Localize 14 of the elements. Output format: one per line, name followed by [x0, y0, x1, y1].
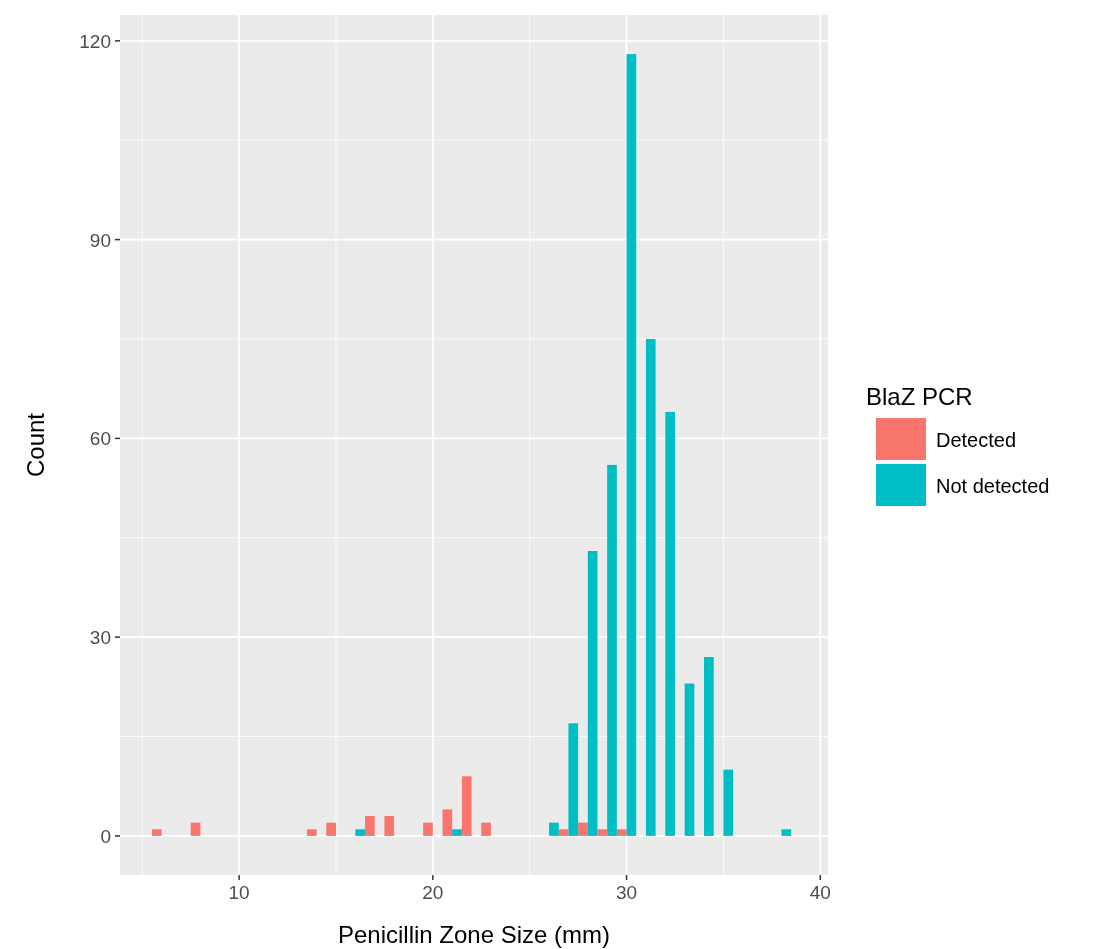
x-axis-title: Penicillin Zone Size (mm)	[337, 921, 611, 948]
y-tick-label: 90	[89, 229, 111, 251]
legend-label: Not detected	[936, 475, 1050, 497]
y-tick-label: 120	[79, 30, 111, 52]
y-tick-label: 0	[100, 825, 111, 847]
x-tick-label: 30	[615, 882, 638, 903]
legend-label: Detected	[936, 429, 1017, 451]
y-axis-title: Count	[22, 412, 49, 478]
x-tick-label: 20	[422, 882, 444, 903]
x-tick-label: 40	[809, 882, 831, 903]
y-tick-label: 60	[89, 428, 111, 450]
x-tick-label: 10	[228, 882, 250, 903]
y-tick-label: 30	[89, 627, 111, 649]
legend-title: BlaZ PCR	[866, 383, 973, 410]
